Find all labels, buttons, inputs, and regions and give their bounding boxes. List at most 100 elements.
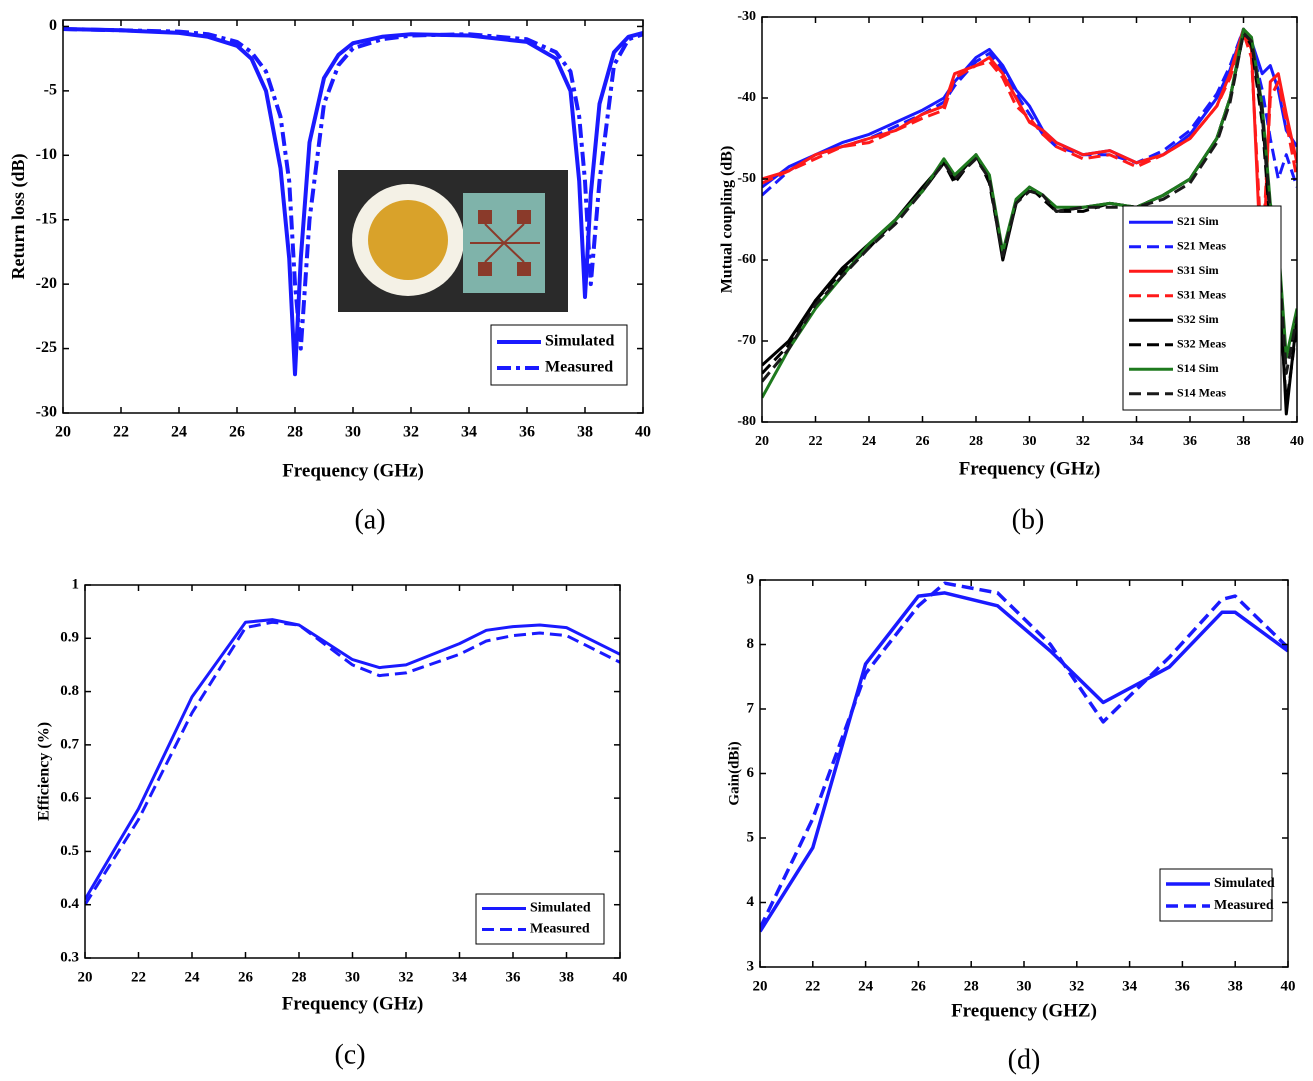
y-tick-label: 0.6 (60, 790, 79, 806)
x-tick-label: 34 (1122, 978, 1138, 994)
legend-label: S21 Sim (1177, 214, 1219, 228)
x-tick-label: 26 (916, 434, 930, 449)
x-tick-label: 40 (635, 424, 651, 441)
y-tick-label: -25 (36, 339, 57, 356)
series-line (760, 581, 1288, 930)
patch (478, 210, 492, 224)
x-axis-label: Frequency (GHz) (282, 460, 424, 481)
y-tick-label: -40 (737, 90, 756, 105)
y-tick-label: -70 (737, 333, 756, 348)
x-tick-label: 32 (403, 424, 419, 441)
series-line (63, 27, 643, 351)
patch (478, 262, 492, 276)
x-tick-label: 36 (506, 969, 522, 985)
x-tick-label: 40 (1290, 434, 1304, 449)
series-line (85, 620, 620, 906)
legend-label: Measured (1214, 898, 1274, 913)
y-axis-label: Return loss (dB) (8, 153, 29, 279)
x-tick-label: 28 (287, 424, 303, 441)
legend-label: S21 Meas (1177, 239, 1226, 253)
x-tick-label: 24 (185, 969, 201, 985)
y-tick-label: 1 (72, 576, 80, 592)
x-tick-label: 32 (1076, 434, 1090, 449)
legend-box (1159, 868, 1273, 922)
y-tick-label: -30 (36, 404, 57, 421)
y-tick-label: -15 (36, 210, 57, 227)
x-axis-label: Frequency (GHz) (959, 458, 1101, 479)
patch (517, 262, 531, 276)
x-tick-label: 40 (1281, 978, 1296, 994)
x-tick-label: 24 (858, 978, 874, 994)
x-tick-label: 30 (345, 424, 361, 441)
x-tick-label: 26 (229, 424, 245, 441)
x-tick-label: 32 (1069, 978, 1084, 994)
legend-label: S32 Sim (1177, 312, 1219, 326)
x-tick-label: 40 (613, 969, 628, 985)
x-tick-label: 26 (911, 978, 927, 994)
legend-label: Simulated (530, 901, 591, 916)
legend-box (475, 893, 605, 945)
legend-label: S32 Meas (1177, 337, 1226, 351)
chart: 20 22 24 26 28 30 32 34 36 38 40 -30 -40 -50 -60 -70 -80… (719, 9, 1304, 535)
legend-label: Simulated (1214, 876, 1275, 891)
caption: (c) (334, 1039, 365, 1070)
series-line (85, 618, 620, 901)
y-tick-label: -20 (36, 275, 57, 292)
y-tick-label: -50 (737, 171, 756, 186)
legend-label: S14 Meas (1177, 386, 1226, 400)
x-tick-label: 30 (1023, 434, 1037, 449)
x-tick-label: 34 (1130, 434, 1144, 449)
x-tick-label: 38 (577, 424, 593, 441)
x-tick-label: 20 (753, 978, 768, 994)
y-axis-label: Efficiency (%) (36, 722, 53, 821)
y-tick-label: -5 (44, 82, 57, 99)
feed-lines (470, 223, 540, 263)
x-tick-label: 30 (1017, 978, 1032, 994)
y-tick-label: -80 (737, 414, 756, 429)
y-tick-label: 0 (49, 17, 57, 34)
chart: 20 22 24 26 28 30 32 34 36 38 40 0 -5 -10 -15 -20 -25 -30… (8, 17, 651, 535)
y-axis-label: Mutual coupling (dB) (719, 146, 736, 294)
y-tick-label: 0.3 (60, 949, 79, 965)
x-tick-label: 22 (805, 978, 820, 994)
x-tick-label: 24 (862, 434, 876, 449)
x-tick-label: 34 (452, 969, 468, 985)
legend-label: S31 Meas (1177, 288, 1226, 302)
series-line (762, 31, 1297, 262)
x-tick-label: 20 (755, 434, 769, 449)
x-tick-label: 28 (964, 978, 979, 994)
y-tick-label: 0.7 (60, 736, 79, 752)
legend-label: S31 Sim (1177, 263, 1219, 277)
x-tick-label: 28 (969, 434, 983, 449)
x-tick-label: 20 (55, 424, 71, 441)
x-tick-label: 32 (399, 969, 414, 985)
y-tick-label: -60 (737, 252, 756, 267)
x-tick-label: 28 (292, 969, 307, 985)
x-tick-label: 22 (131, 969, 146, 985)
legend-label: S14 Sim (1177, 361, 1219, 375)
caption: (a) (354, 504, 385, 535)
x-tick-label: 38 (1228, 978, 1243, 994)
y-tick-label: 0.8 (60, 683, 79, 699)
patch (517, 210, 531, 224)
x-tick-label: 36 (1183, 434, 1197, 449)
legend-label: Measured (545, 359, 613, 376)
y-tick-label: 4 (747, 894, 755, 910)
y-tick-label: 8 (747, 636, 755, 652)
caption: (b) (1012, 504, 1045, 535)
y-tick-label: 0.4 (60, 896, 79, 912)
caption: (d) (1008, 1044, 1041, 1075)
x-tick-label: 30 (345, 969, 360, 985)
x-tick-label: 22 (113, 424, 129, 441)
series-line (762, 31, 1297, 383)
y-axis-label: Gain(dBi) (726, 741, 742, 805)
chart: 20 22 24 26 28 30 32 34 36 38 40 0.3 0.4 0.5 0.6 0.7 0.8… (36, 576, 628, 1070)
y-tick-label: 9 (747, 571, 755, 587)
y-tick-label: 5 (747, 829, 755, 845)
x-tick-label: 36 (1175, 978, 1191, 994)
x-tick-label: 20 (78, 969, 93, 985)
x-tick-label: 36 (519, 424, 535, 441)
x-tick-label: 38 (559, 969, 574, 985)
y-tick-label: 0.5 (60, 843, 79, 859)
